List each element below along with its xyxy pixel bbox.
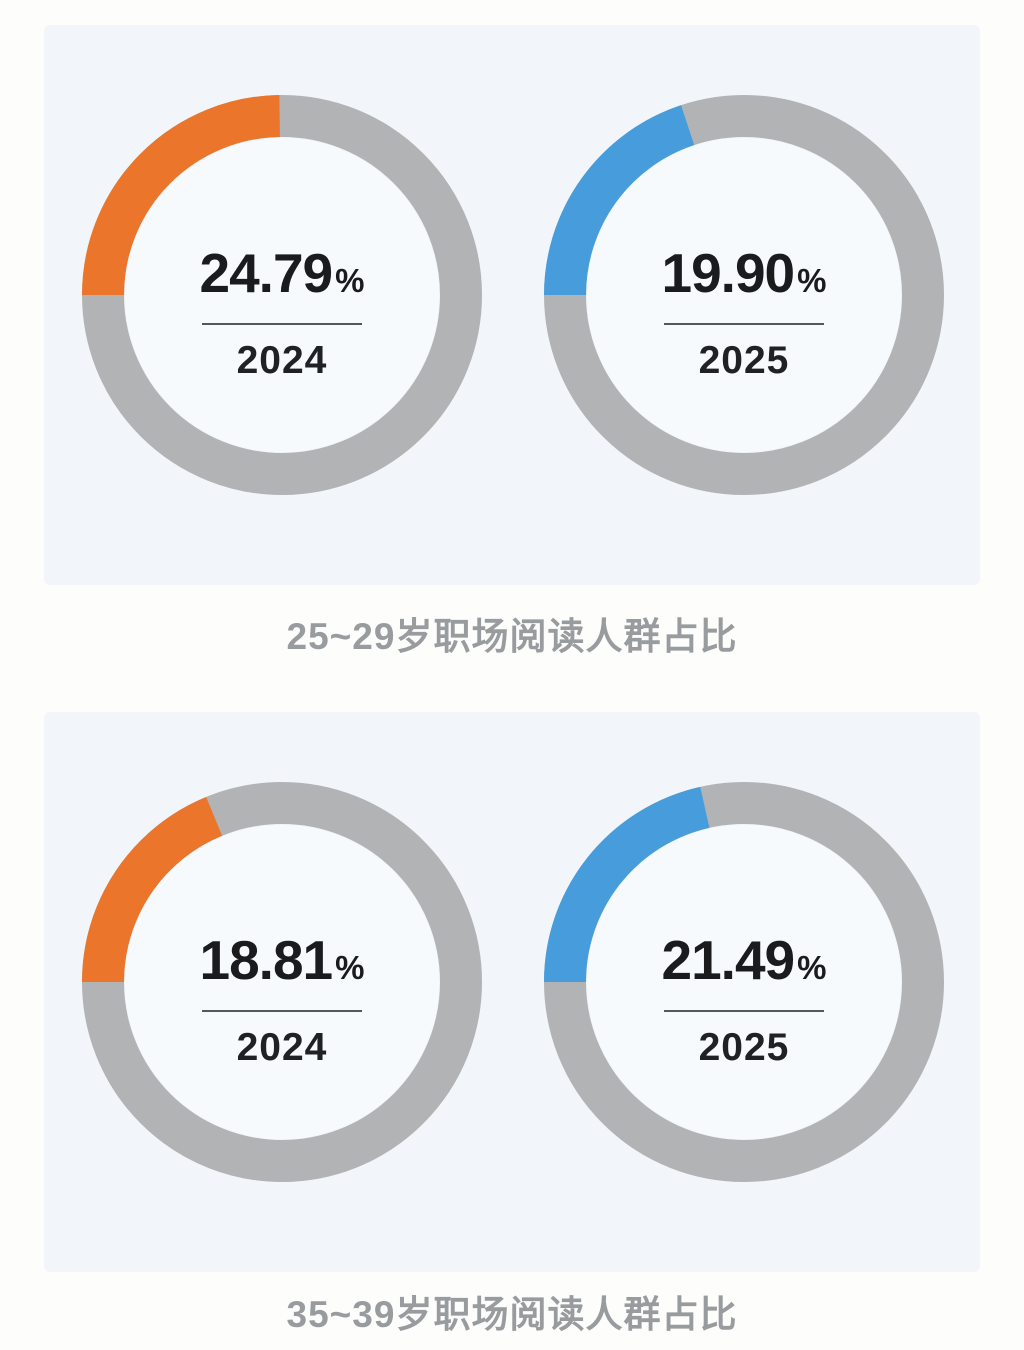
donut-chart-2025-35-39: 21.49 % 2025 [544,782,944,1182]
donut-ring [544,95,944,495]
donut-chart-2024-35-39: 18.81 % 2024 [82,782,482,1182]
age-35-39-panel: 18.81 % 2024 21.49 % 2025 [44,712,980,1272]
donut-ring [82,782,482,1182]
caption-age-35-39: 35~39岁职场阅读人群占比 [286,1294,738,1335]
donut-ring [82,95,482,495]
donut-chart-2024-25-29: 24.79 % 2024 [82,95,482,495]
age-25-29-panel: 24.79 % 2024 19.90 % 2025 [44,25,980,585]
caption-age-25-29: 25~29岁职场阅读人群占比 [286,616,738,657]
donut-chart-2025-25-29: 19.90 % 2025 [544,95,944,495]
donut-ring [544,782,944,1182]
